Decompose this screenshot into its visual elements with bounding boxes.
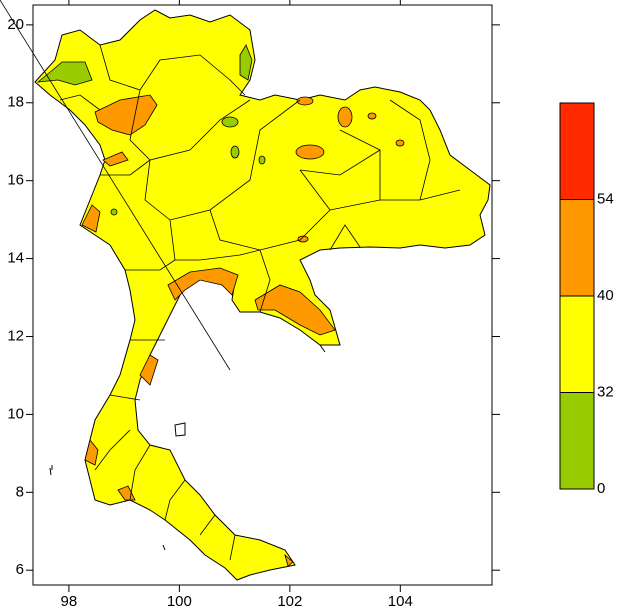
y-tick-label: 14 [7,250,24,267]
orange-area [139,354,159,386]
green-area [258,155,266,165]
orange-area [254,284,336,336]
orange-area [84,439,99,466]
y-tick-label: 8 [16,483,24,500]
colorbar-segment [559,199,595,297]
orange-area [337,106,353,128]
y-tick-label: 6 [16,561,24,578]
green-area [230,145,240,159]
orange-area [167,267,239,301]
orange-area [295,144,325,160]
x-tick-label: 102 [277,593,302,610]
axes: 98 100 102 104 6 8 10 12 14 16 18 20 [7,0,500,610]
orange-area [81,204,101,233]
colorbar-tick-label: 54 [597,190,614,207]
y-tick-label: 18 [7,94,24,111]
colorbar-segment [559,102,595,200]
orange-area [284,553,294,567]
orange-area [94,94,158,136]
green-area [110,208,118,216]
orange-area [367,112,377,120]
colorbar-tick-label: 40 [597,287,614,304]
colorbar-segment [559,392,595,490]
y-tick-label: 10 [7,405,24,422]
colorbar-segment [559,295,595,393]
colorbar-tick-label: 32 [597,383,614,400]
x-tick-label: 104 [388,593,413,610]
plot-frame [32,4,493,586]
spacer [0,0,231,371]
colorbar: 0 32 40 54 [559,102,614,497]
orange-area [395,139,405,147]
green-area [36,61,93,86]
orange-area [102,151,129,167]
country-shape [34,9,491,581]
x-tick-label: 100 [167,593,192,610]
map-layer [0,0,491,581]
y-tick-label: 12 [7,327,24,344]
green-area [221,116,239,128]
orange-area [296,96,314,106]
colorbar-tick-label: 0 [597,480,605,497]
islands [49,344,326,551]
green-area [239,44,253,81]
x-tick-label: 98 [61,593,78,610]
orange-area [297,235,309,243]
province-borders [59,44,461,561]
y-tick-label: 16 [7,172,24,189]
y-tick-label: 20 [7,16,24,33]
